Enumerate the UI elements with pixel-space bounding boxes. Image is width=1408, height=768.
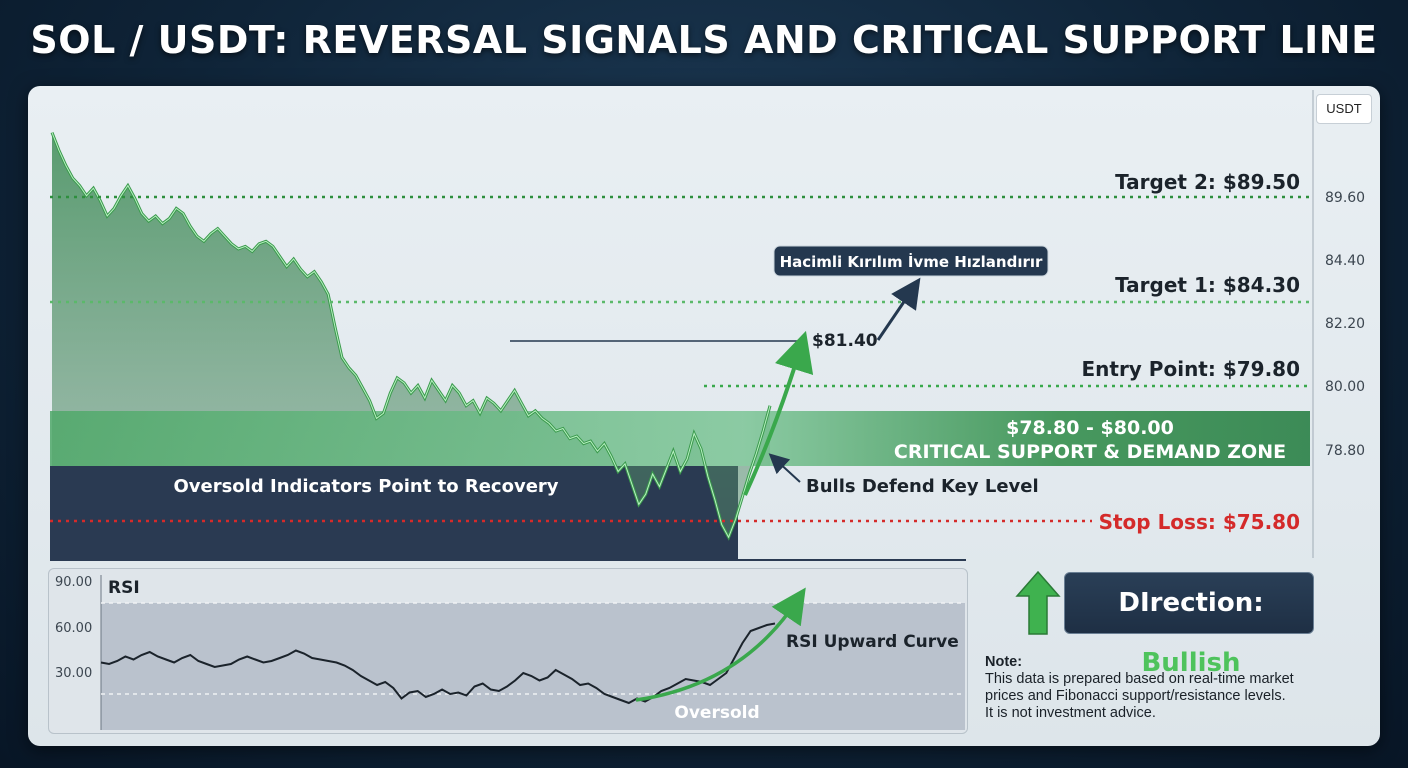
- note-label: Note:: [985, 654, 1023, 670]
- stop-loss-label: Stop Loss: $75.80: [1099, 510, 1300, 534]
- axis-tick: 84.40: [1325, 253, 1365, 269]
- rsi-panel: [48, 568, 968, 734]
- target1-label: Target 1: $84.30: [1115, 273, 1300, 297]
- axis-tick: 80.00: [1325, 379, 1365, 395]
- bulls-defend-arrow: [768, 453, 801, 483]
- direction-text: DIrection: Bullish: [1071, 573, 1311, 693]
- axis-tick: 78.80: [1325, 443, 1365, 459]
- note-line: It is not investment advice.: [985, 705, 1156, 721]
- breakout-callout-text: Hacimli Kırılım İvme Hızlandırır: [780, 252, 1043, 271]
- disclaimer-note: Note: This data is prepared based on rea…: [985, 654, 1375, 722]
- chart-title: SOL / USDT: REVERSAL SIGNALS AND CRITICA…: [30, 18, 1378, 62]
- price-line-highlight: [51, 132, 771, 539]
- direction-label: DIrection:: [1118, 588, 1264, 618]
- breakout-callout: [773, 245, 1049, 277]
- breakout-arrow: [876, 277, 921, 341]
- axis-tick: 82.20: [1325, 316, 1365, 332]
- zone-range-label: $78.80 - $80.00: [1006, 417, 1174, 439]
- axis-tick: 89.60: [1325, 190, 1365, 206]
- direction-box: DIrection: Bullish: [1064, 572, 1314, 678]
- note-line: prices and Fibonacci support/resistance …: [985, 688, 1286, 704]
- direction-value: Bullish: [1141, 648, 1241, 678]
- trend-arrow: [743, 330, 814, 496]
- direction-up-arrow-icon: [1015, 570, 1061, 635]
- entry-label: Entry Point: $79.80: [1081, 357, 1300, 381]
- unit-badge: USDT: [1316, 94, 1372, 124]
- bulls-defend-label: Bulls Defend Key Level: [806, 476, 1039, 497]
- breakout-price-label: $81.40: [812, 331, 878, 351]
- support-zone: [50, 411, 1310, 466]
- note-line: This data is prepared based on real-time…: [985, 671, 1294, 687]
- oversold-recovery-label: Oversold Indicators Point to Recovery: [173, 476, 558, 497]
- oversold-band: [50, 466, 738, 560]
- target2-label: Target 2: $89.50: [1115, 170, 1300, 194]
- zone-name-label: CRITICAL SUPPORT & DEMAND ZONE: [894, 441, 1286, 463]
